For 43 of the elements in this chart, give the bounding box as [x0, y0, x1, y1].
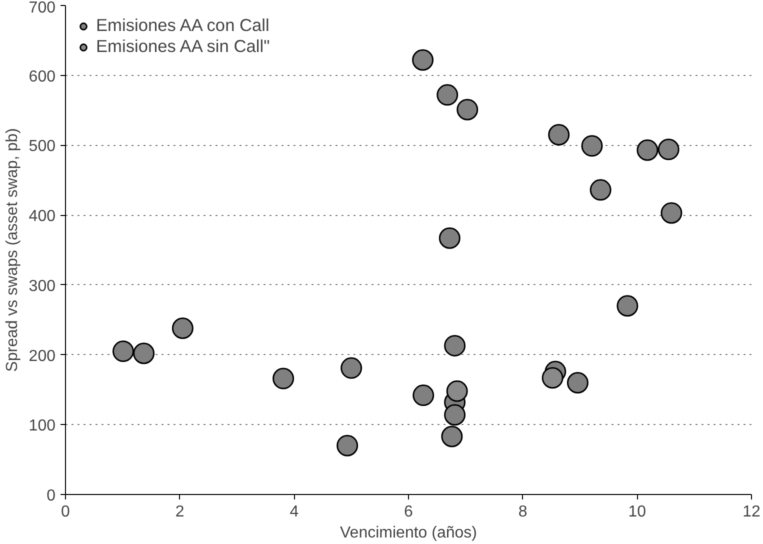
point — [456, 98, 478, 120]
x-axis-title: Vencimiento (años) — [340, 524, 477, 542]
y-tick-label: 200 — [28, 348, 56, 365]
point — [412, 49, 434, 71]
x-tick-label: 4 — [290, 504, 299, 520]
point — [658, 138, 680, 160]
y-tick-label: 600 — [28, 68, 56, 86]
point — [581, 135, 603, 157]
point — [438, 227, 460, 249]
point — [436, 84, 458, 106]
point — [566, 372, 588, 394]
point — [112, 340, 134, 362]
point — [542, 367, 564, 389]
point — [444, 404, 466, 426]
y-tick-label: 500 — [28, 138, 56, 156]
point — [172, 318, 194, 339]
y-tick-label: 0 — [46, 488, 56, 504]
x-tick-label: 12 — [742, 504, 760, 520]
y-tick-label: 300 — [28, 278, 56, 295]
y-tick-label: 100 — [28, 418, 56, 435]
legend-label: Emisiones AA con Call — [96, 15, 270, 36]
point — [446, 380, 468, 402]
point — [660, 202, 682, 224]
x-tick-label: 2 — [175, 504, 184, 520]
legend-label: Emisiones AA sin Call" — [96, 36, 270, 57]
x-tick-label: 6 — [404, 504, 414, 520]
point — [133, 342, 155, 364]
point — [412, 384, 434, 406]
point — [336, 434, 358, 456]
y-tick-label: 400 — [28, 208, 56, 226]
x-tick-label: 0 — [61, 504, 70, 520]
y-tick-label: 700 — [28, 0, 56, 16]
y-axis-title: Spread vs swaps (asset swap, pb) — [4, 128, 21, 372]
point — [444, 334, 466, 356]
point — [616, 295, 638, 317]
point — [636, 139, 658, 161]
point — [548, 124, 570, 146]
x-tick-label: 10 — [628, 504, 646, 520]
point — [272, 368, 294, 390]
point — [340, 357, 362, 379]
x-tick-label: 8 — [518, 504, 528, 520]
point — [441, 426, 463, 448]
point — [590, 179, 612, 201]
